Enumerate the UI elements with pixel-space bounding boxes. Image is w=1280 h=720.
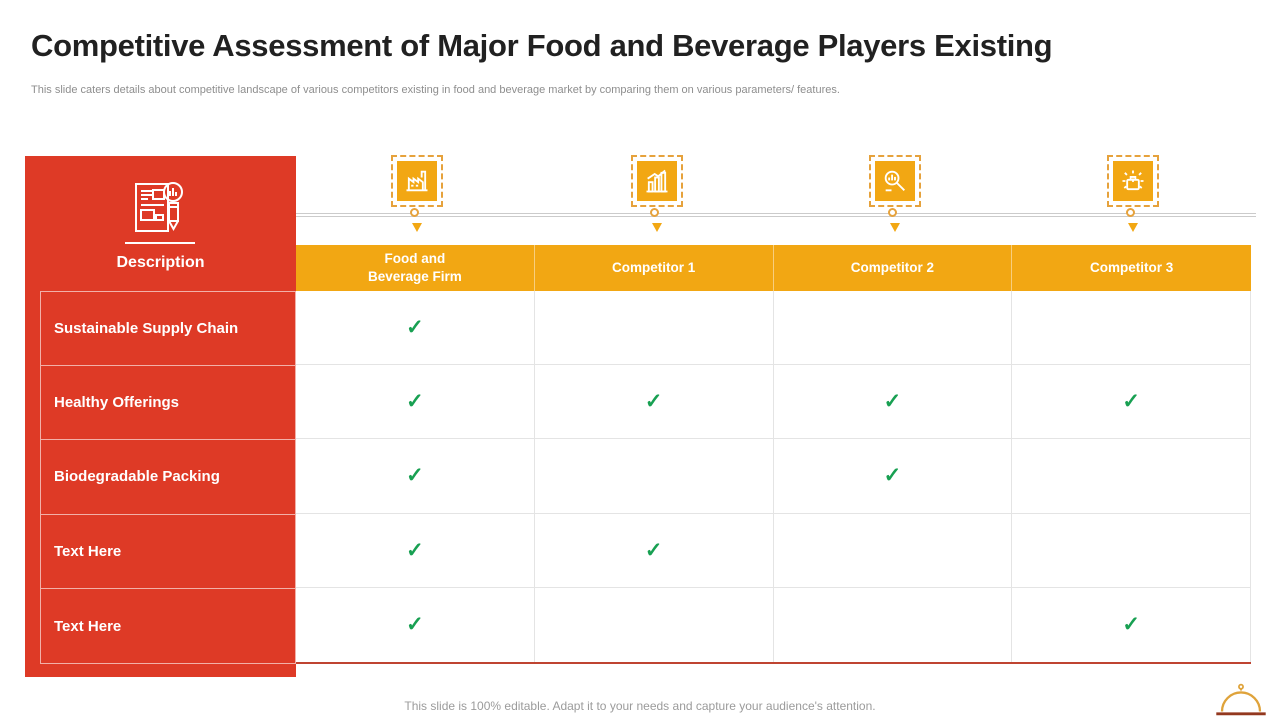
arrow-down-icon — [652, 223, 662, 232]
table-cell: ✓ — [296, 439, 535, 514]
table-cell: ✓ — [534, 365, 774, 440]
check-mark: ✓ — [406, 316, 424, 340]
description-header: Description — [116, 254, 205, 271]
description-panel: Description Sustainable Supply Chain Hea… — [25, 156, 296, 677]
market-analysis-icon — [875, 161, 915, 201]
column-icon-box — [391, 155, 443, 207]
table-cell — [773, 513, 1013, 588]
column-header-label: Competitor 1 — [611, 260, 696, 276]
column-icon-box — [869, 155, 921, 207]
column-header-label: Competitor 2 — [850, 260, 934, 276]
timeline-line — [296, 213, 1256, 217]
column-header: Competitor 1 — [535, 245, 774, 291]
column-icon-box — [631, 155, 683, 207]
row-label: Text Here — [40, 589, 296, 664]
document-pencil-icon — [129, 178, 189, 238]
check-mark: ✓ — [644, 538, 663, 562]
table-cell: ✓ — [1012, 365, 1251, 440]
check-mark: ✓ — [883, 390, 902, 414]
celebration-briefcase-icon — [1113, 161, 1153, 201]
cloche-icon — [1212, 682, 1270, 720]
table-cell — [1012, 513, 1251, 588]
table-header: Food and Beverage Firm Competitor 1 Comp… — [296, 245, 1251, 291]
check-mark: ✓ — [1122, 613, 1140, 637]
table-cell — [535, 587, 774, 662]
page-title: Competitive Assessment of Major Food and… — [31, 28, 1053, 63]
arrow-down-icon — [1128, 223, 1138, 232]
description-rows: Sustainable Supply Chain Healthy Offerin… — [40, 291, 296, 664]
table-cell: ✓ — [296, 587, 535, 662]
timeline-node-icon — [650, 208, 659, 217]
table-cell: ✓ — [773, 365, 1013, 440]
timeline-node-icon — [410, 208, 419, 217]
column-header-label: Competitor 3 — [1089, 260, 1174, 276]
table-cell — [534, 439, 774, 514]
table-cell: ✓ — [296, 291, 535, 366]
timeline-node-icon — [1126, 208, 1135, 217]
page-subtitle: This slide caters details about competit… — [31, 84, 840, 96]
check-mark: ✓ — [406, 390, 424, 414]
footer-note: This slide is 100% editable. Adapt it to… — [404, 699, 876, 713]
comparison-table: ✓ ✓ ✓ ✓ ✓ ✓ ✓ ✓ ✓ ✓ ✓ — [296, 291, 1251, 664]
check-mark: ✓ — [406, 464, 424, 488]
factory-icon — [397, 161, 437, 201]
check-mark: ✓ — [883, 464, 902, 488]
check-mark: ✓ — [644, 390, 663, 414]
table-cell — [774, 587, 1013, 662]
row-label: Biodegradable Packing — [40, 440, 296, 515]
table-cell — [1012, 291, 1251, 366]
table-cell: ✓ — [296, 513, 535, 588]
timeline-node-icon — [888, 208, 897, 217]
column-header: Competitor 3 — [1012, 245, 1251, 291]
divider — [125, 242, 195, 244]
row-label: Sustainable Supply Chain — [40, 291, 296, 366]
table-cell — [534, 291, 774, 366]
column-header: Food and Beverage Firm — [296, 245, 535, 291]
table-cell — [1012, 439, 1251, 514]
table-cell: ✓ — [773, 439, 1013, 514]
check-mark: ✓ — [406, 538, 424, 562]
row-label: Text Here — [40, 514, 296, 590]
check-mark: ✓ — [406, 613, 424, 637]
column-header: Competitor 2 — [774, 245, 1013, 291]
table-cell: ✓ — [1012, 587, 1251, 662]
table-cell — [773, 291, 1013, 366]
arrow-down-icon — [412, 223, 422, 232]
table-cell: ✓ — [534, 513, 774, 588]
arrow-down-icon — [890, 223, 900, 232]
check-mark: ✓ — [1122, 390, 1140, 414]
row-label: Healthy Offerings — [40, 365, 296, 441]
table-cell: ✓ — [296, 365, 535, 440]
column-header-label: Food and Beverage Firm — [367, 251, 462, 284]
growth-chart-icon — [637, 161, 677, 201]
column-icon-box — [1107, 155, 1159, 207]
